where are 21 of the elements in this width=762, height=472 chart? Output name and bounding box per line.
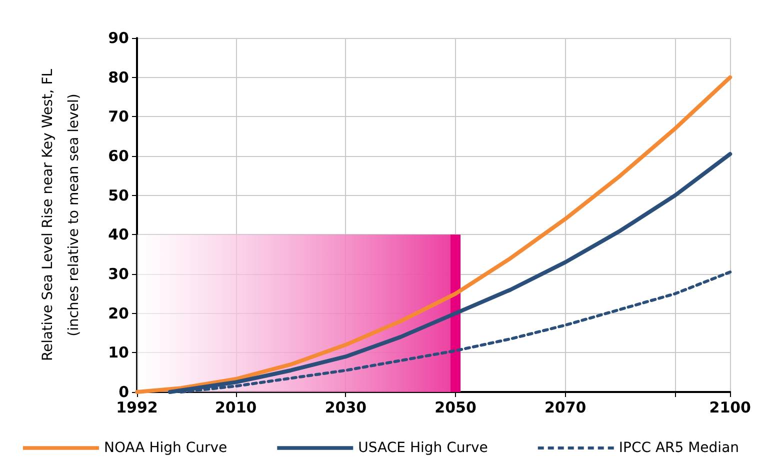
legend-label: IPCC AR5 Median — [618, 440, 740, 456]
x-tick-label: 2100 — [709, 398, 751, 416]
legend-label: USACE High Curve — [358, 440, 488, 456]
x-tick-label: 2030 — [324, 398, 367, 416]
y-tick-label: 50 — [108, 186, 129, 204]
y-tick-label: 60 — [108, 147, 129, 165]
x-tick-label: 2070 — [544, 398, 586, 416]
x-tick-label: 2050 — [434, 398, 476, 416]
y-tick-label: 70 — [108, 108, 129, 126]
legend-label: NOAA High Curve — [104, 440, 228, 456]
y-tick-label: 90 — [108, 29, 129, 47]
y-tick-label: 0 — [118, 383, 129, 401]
x-tick-label: 2010 — [214, 398, 257, 416]
y-tick-label: 10 — [108, 344, 129, 362]
line-series — [168, 152, 732, 394]
y-axis-title: Relative Sea Level Rise near Key West, FL (inches relative to mean sea level) — [40, 68, 82, 362]
y-tick-label: 80 — [108, 68, 129, 86]
x-tick-label: 1992 — [116, 398, 158, 416]
y-tick-label: 30 — [108, 265, 129, 283]
y-tick-label: 20 — [108, 304, 129, 322]
y-tick-label: 40 — [108, 226, 129, 244]
